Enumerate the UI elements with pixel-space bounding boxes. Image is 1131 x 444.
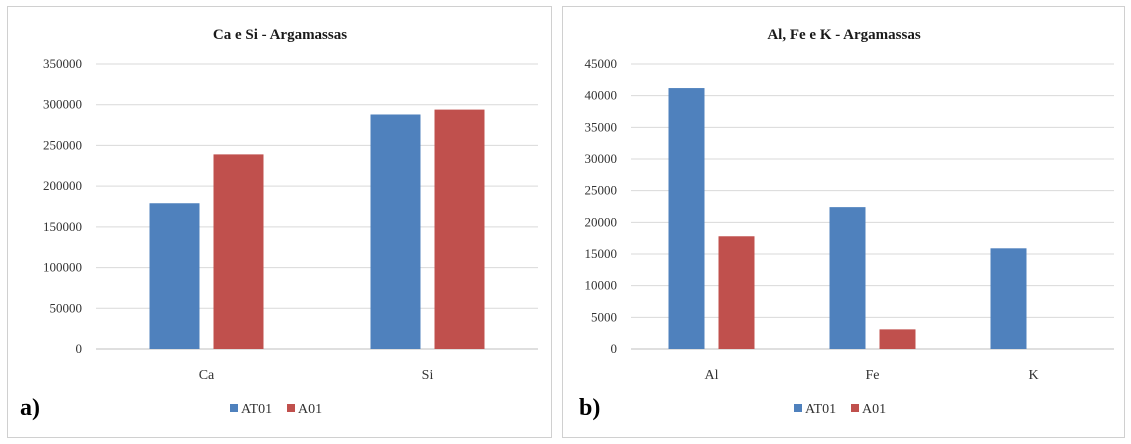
chart-a-category-label: Ca bbox=[199, 368, 215, 383]
chart-b-legend-swatch-a01 bbox=[851, 404, 859, 412]
chart-b-ytick-label: 30000 bbox=[585, 151, 618, 166]
chart-b-ytick-label: 15000 bbox=[585, 246, 618, 261]
chart-b-bar-at01-fe bbox=[829, 207, 866, 349]
chart-b-bar-a01-al bbox=[718, 236, 755, 349]
chart-a-bar-at01-ca bbox=[149, 203, 200, 349]
chart-b-ytick-label: 20000 bbox=[585, 214, 618, 229]
chart-a-ytick-label: 50000 bbox=[50, 300, 83, 315]
chart-a-bar-at01-si bbox=[370, 114, 421, 349]
chart-a-panel-label: a) bbox=[20, 395, 40, 421]
chart-a-legend-label-at01: AT01 bbox=[241, 402, 272, 417]
chart-b-category-label: Al bbox=[705, 368, 719, 383]
chart-b-category-label: K bbox=[1028, 368, 1038, 383]
chart-b-bar-at01-k bbox=[990, 248, 1027, 349]
chart-a-legend-swatch-at01 bbox=[230, 404, 238, 412]
chart-b-ytick-label: 40000 bbox=[585, 88, 618, 103]
chart-a-title: Ca e Si - Argamassas bbox=[213, 27, 347, 43]
chart-a-ytick-label: 150000 bbox=[43, 219, 82, 234]
chart-panel-a: Ca e Si - Argamassas a) 0 50000 100000 1500… bbox=[7, 6, 552, 438]
chart-a-category-label: Si bbox=[422, 368, 434, 383]
chart-b-bar-at01-al bbox=[668, 88, 705, 350]
chart-a-legend-label-a01: A01 bbox=[298, 402, 322, 417]
chart-a-ytick-label: 0 bbox=[76, 341, 83, 356]
chart-a-bar-a01-ca bbox=[213, 154, 264, 349]
chart-a-legend-swatch-a01 bbox=[287, 404, 295, 412]
chart-panel-b: Al, Fe e K - Argamassas b) 0 5000 10000 150… bbox=[562, 6, 1125, 438]
chart-b-ytick-label: 35000 bbox=[585, 119, 618, 134]
chart-a-ytick-label: 100000 bbox=[43, 260, 82, 275]
chart-a-ytick-label: 350000 bbox=[43, 56, 82, 71]
chart-b-title: Al, Fe e K - Argamassas bbox=[767, 27, 920, 43]
chart-b-panel-label: b) bbox=[579, 395, 600, 421]
chart-b-legend-swatch-at01 bbox=[794, 404, 802, 412]
chart-a-svg: Ca e Si - Argamassas a) 0 50000 100000 1500… bbox=[20, 27, 538, 421]
chart-b-ytick-label: 10000 bbox=[585, 278, 618, 293]
chart-a-ytick-label: 250000 bbox=[43, 137, 82, 152]
chart-b-ytick-label: 5000 bbox=[591, 309, 617, 324]
chart-b-ytick-label: 0 bbox=[611, 341, 618, 356]
chart-b-legend-label-at01: AT01 bbox=[805, 402, 836, 417]
chart-b-ytick-label: 45000 bbox=[585, 56, 618, 71]
chart-b-legend-label-a01: A01 bbox=[862, 402, 886, 417]
chart-a-bar-a01-si bbox=[434, 109, 485, 349]
chart-a-ytick-label: 200000 bbox=[43, 178, 82, 193]
chart-b-ytick-label: 25000 bbox=[585, 183, 618, 198]
chart-b-svg: Al, Fe e K - Argamassas b) 0 5000 10000 150… bbox=[579, 27, 1114, 421]
chart-b-bar-a01-fe bbox=[879, 329, 916, 349]
chart-a-ytick-label: 300000 bbox=[43, 97, 82, 112]
chart-b-category-label: Fe bbox=[866, 368, 880, 383]
